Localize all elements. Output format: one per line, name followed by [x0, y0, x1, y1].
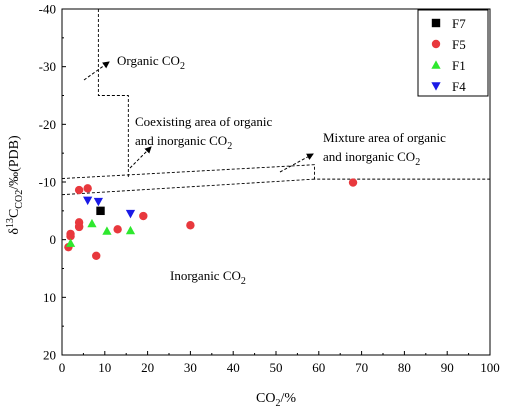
data-point-f5	[74, 222, 84, 232]
x-tick-label: 20	[141, 360, 154, 375]
data-point-f5	[348, 178, 358, 187]
organic-arrow	[83, 61, 110, 81]
region-boundaries	[61, 9, 490, 196]
data-point-f5	[74, 185, 84, 195]
legend-marker-f1	[431, 60, 441, 69]
y-tick-label: -20	[39, 117, 56, 132]
y-tick-label: 20	[43, 348, 56, 363]
legend-marker-f4	[431, 82, 441, 91]
x-tick-label: 40	[227, 360, 240, 375]
annotations: Organic CO2 Coexisting area of organic a…	[117, 53, 446, 287]
data-point-f4	[125, 209, 136, 219]
legend: F7 F5 F1 F4	[417, 9, 489, 97]
x-axis-ticks: 0 10 20 30 40 50 60 70 80 90 100	[59, 351, 500, 375]
legend-label-f1: F1	[452, 58, 466, 73]
legend-label-f4: F4	[452, 79, 466, 94]
y-tick-label: -30	[39, 59, 56, 74]
x-tick-label: 50	[270, 360, 283, 375]
y-tick-label: 0	[50, 232, 57, 247]
annotation-coexisting-line2: and inorganic CO2	[135, 133, 232, 152]
boundary-line	[97, 9, 129, 179]
data-point-f1	[87, 218, 97, 228]
annotation-organic: Organic CO2	[117, 53, 185, 72]
y-axis-title: δ13CCO2/‰(PDB)	[5, 135, 25, 235]
x-axis-title: CO2/%	[256, 391, 296, 409]
data-point-f5	[66, 232, 75, 241]
x-tick-label: 30	[184, 360, 197, 375]
data-point-f5	[113, 225, 122, 234]
x-tick-label: 80	[398, 360, 411, 375]
legend-marker-f7	[431, 18, 441, 28]
data-point-f1	[125, 225, 136, 235]
data-point-f4	[83, 196, 93, 206]
y-tick-label: 10	[43, 290, 56, 305]
data-point-f5	[186, 221, 195, 230]
data-points	[64, 178, 358, 261]
legend-marker-f5	[431, 39, 441, 49]
mixture-arrow	[279, 153, 314, 173]
annotation-coexisting-line1: Coexisting area of organic	[135, 114, 273, 129]
x-tick-label: 0	[59, 360, 66, 375]
boundary-line	[61, 164, 490, 180]
annotation-arrows	[83, 61, 314, 173]
legend-label-f5: F5	[452, 37, 466, 52]
x-tick-label: 100	[480, 360, 500, 375]
y-tick-label: -40	[39, 2, 56, 17]
data-point-f5	[92, 251, 101, 261]
coexisting-arrow	[129, 146, 152, 169]
y-axis-ticks: -40 -30 -20 -10 0 10 20	[39, 2, 66, 363]
data-point-f1	[102, 226, 112, 235]
data-point-f5	[83, 184, 92, 193]
legend-label-f7: F7	[452, 16, 466, 31]
data-point-f5	[139, 211, 148, 221]
legend-box	[417, 9, 489, 97]
x-tick-label: 60	[312, 360, 325, 375]
annotation-mixture-line2: and inorganic CO2	[323, 149, 420, 168]
data-point-f4	[93, 197, 103, 207]
data-point-f1	[65, 238, 76, 247]
boundary-line	[61, 178, 315, 196]
x-tick-label: 70	[355, 360, 368, 375]
y-tick-label: -10	[39, 175, 56, 190]
x-tick-label: 90	[441, 360, 454, 375]
annotation-inorganic: Inorganic CO2	[170, 268, 246, 287]
annotation-mixture-line1: Mixture area of organic	[323, 130, 446, 145]
x-tick-label: 10	[98, 360, 111, 375]
data-point-f7	[96, 206, 105, 216]
